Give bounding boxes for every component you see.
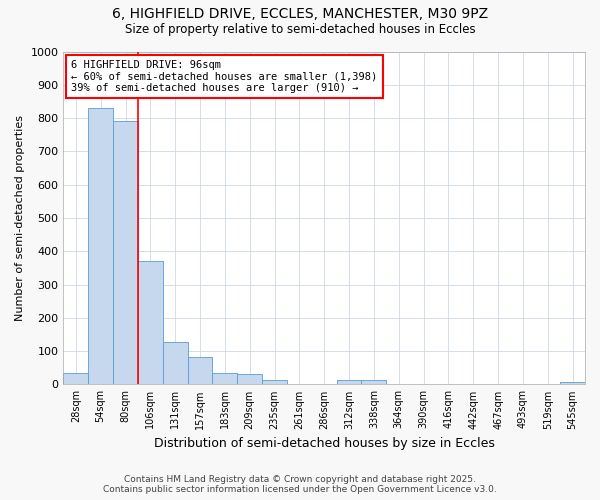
- Bar: [138, 261, 163, 384]
- Bar: [361, 380, 386, 384]
- Y-axis label: Number of semi-detached properties: Number of semi-detached properties: [15, 115, 25, 321]
- Bar: [188, 357, 212, 384]
- Bar: [560, 382, 585, 384]
- Text: 6 HIGHFIELD DRIVE: 96sqm
← 60% of semi-detached houses are smaller (1,398)
39% o: 6 HIGHFIELD DRIVE: 96sqm ← 60% of semi-d…: [71, 60, 377, 93]
- Bar: [163, 342, 188, 384]
- Text: Size of property relative to semi-detached houses in Eccles: Size of property relative to semi-detach…: [125, 22, 475, 36]
- Bar: [113, 122, 138, 384]
- Bar: [262, 380, 287, 384]
- Text: 6, HIGHFIELD DRIVE, ECCLES, MANCHESTER, M30 9PZ: 6, HIGHFIELD DRIVE, ECCLES, MANCHESTER, …: [112, 8, 488, 22]
- Bar: [88, 108, 113, 384]
- Bar: [212, 373, 237, 384]
- Bar: [237, 374, 262, 384]
- Bar: [337, 380, 361, 384]
- Bar: [64, 373, 88, 384]
- X-axis label: Distribution of semi-detached houses by size in Eccles: Distribution of semi-detached houses by …: [154, 437, 494, 450]
- Text: Contains HM Land Registry data © Crown copyright and database right 2025.
Contai: Contains HM Land Registry data © Crown c…: [103, 474, 497, 494]
